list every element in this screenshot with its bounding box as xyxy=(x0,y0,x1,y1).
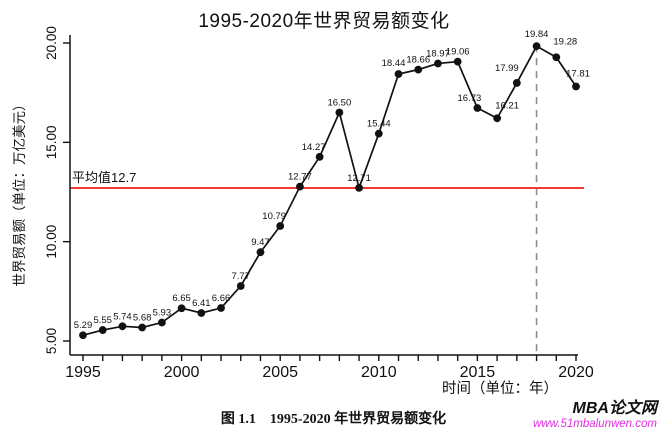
average-line-label: 平均值12.7 xyxy=(72,170,136,185)
watermark-brand: MBA论文网 xyxy=(572,400,657,417)
data-label: 5.29 xyxy=(74,320,93,331)
data-label: 18.44 xyxy=(382,58,406,69)
x-tick-label: 2020 xyxy=(558,364,594,381)
data-point xyxy=(355,183,363,192)
y-axis-title: 世界贸易额（单位：万亿美元） xyxy=(12,98,27,287)
trade-line-series xyxy=(82,45,577,337)
chart-canvas: 平均值12.7 5.29 5.55 5.74 5.68 5.936.65 6.41 6.667… xyxy=(12,26,594,397)
data-point xyxy=(79,331,87,340)
data-point xyxy=(512,79,521,87)
data-point xyxy=(335,108,344,117)
data-point xyxy=(197,309,206,317)
data-label: 6.41 xyxy=(192,298,211,309)
data-point xyxy=(276,222,285,230)
data-label: 5.74 xyxy=(113,311,132,322)
watermark-site-url: www.51mbalunwen.com xyxy=(532,418,657,431)
x-tick-label: 1995 xyxy=(65,364,101,381)
data-label: 5.55 xyxy=(93,315,112,326)
x-tick-label: 2010 xyxy=(361,364,397,381)
data-label: 7.77 xyxy=(232,271,251,282)
data-point xyxy=(118,322,127,331)
data-point xyxy=(157,318,166,327)
data-point xyxy=(315,152,324,161)
data-label: 6.65 xyxy=(172,293,191,304)
x-tick-label: 2000 xyxy=(164,364,200,381)
data-point xyxy=(434,59,442,68)
x-tick-label: 2015 xyxy=(460,364,496,381)
data-point xyxy=(532,42,541,51)
watermark: MBA论文网 www.51mbalunwen.com xyxy=(533,400,657,432)
data-label: 14.27 xyxy=(302,142,326,153)
chart-title: 1995-2020年世界贸易额变化 xyxy=(198,11,450,32)
data-point xyxy=(453,57,462,66)
data-label: 16.21 xyxy=(495,100,519,111)
data-label: 12.77 xyxy=(288,172,312,183)
data-label: 9.47 xyxy=(251,237,270,248)
data-point xyxy=(493,114,502,123)
data-point xyxy=(414,65,423,74)
data-point xyxy=(236,282,245,290)
data-label: 18.66 xyxy=(406,55,430,66)
data-label: 15.44 xyxy=(367,119,391,130)
x-axis-title: 时间（单位：年） xyxy=(442,380,558,397)
data-label: 16.50 xyxy=(327,98,351,109)
data-label: 19.28 xyxy=(553,36,577,47)
data-label: 5.93 xyxy=(153,308,172,319)
data-label: 6.66 xyxy=(212,293,231,304)
x-tick-label: 2005 xyxy=(262,364,298,381)
data-point xyxy=(552,53,561,62)
data-point xyxy=(217,304,225,312)
data-label: 10.79 xyxy=(262,211,286,222)
data-label: 5.68 xyxy=(133,312,152,323)
data-label: 17.99 xyxy=(495,63,519,74)
data-label: 18.97 xyxy=(426,48,450,59)
data-label: 19.06 xyxy=(446,47,470,58)
y-tick-label: 20.00 xyxy=(44,26,59,60)
data-label: 19.84 xyxy=(525,29,549,40)
y-tick-label: 15.00 xyxy=(44,125,59,159)
data-point xyxy=(98,326,107,334)
y-tick-label: 5.00 xyxy=(44,328,59,354)
figure-caption: 图 1.1 1995-2020 年世界贸易额变化 xyxy=(220,412,447,427)
data-point xyxy=(296,182,304,191)
data-point xyxy=(374,129,383,138)
data-label: 12.71 xyxy=(347,173,371,184)
data-label: 16.73 xyxy=(458,93,482,104)
data-label: 17.81 xyxy=(566,69,590,80)
y-tick-label: 10.00 xyxy=(44,225,59,259)
data-point xyxy=(256,248,265,257)
data-point xyxy=(177,304,186,313)
data-point xyxy=(394,70,403,78)
data-point xyxy=(138,323,147,332)
data-point xyxy=(572,82,580,91)
data-point xyxy=(473,104,482,112)
